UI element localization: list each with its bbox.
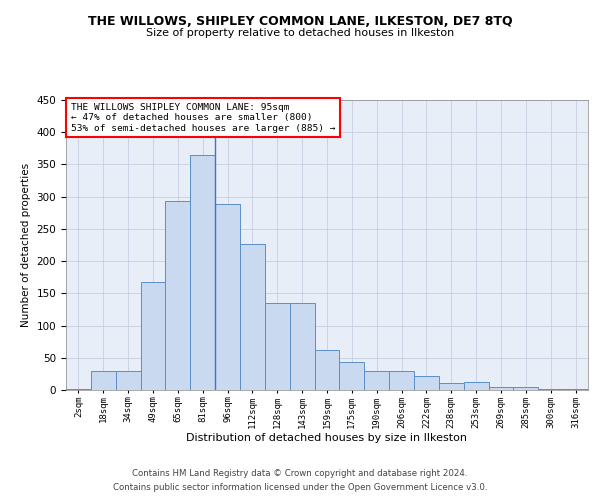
Bar <box>66 388 91 390</box>
Bar <box>389 370 414 390</box>
Bar <box>414 376 439 390</box>
Bar <box>91 372 116 390</box>
Bar <box>215 204 240 390</box>
Bar <box>538 388 563 390</box>
Text: Contains public sector information licensed under the Open Government Licence v3: Contains public sector information licen… <box>113 484 487 492</box>
Text: THE WILLOWS SHIPLEY COMMON LANE: 95sqm
← 47% of detached houses are smaller (800: THE WILLOWS SHIPLEY COMMON LANE: 95sqm ←… <box>71 103 336 132</box>
Bar <box>514 387 538 390</box>
Text: THE WILLOWS, SHIPLEY COMMON LANE, ILKESTON, DE7 8TQ: THE WILLOWS, SHIPLEY COMMON LANE, ILKEST… <box>88 15 512 28</box>
Bar <box>140 282 166 390</box>
Bar <box>240 244 265 390</box>
Bar <box>166 201 190 390</box>
Bar <box>488 387 514 390</box>
Y-axis label: Number of detached properties: Number of detached properties <box>21 163 31 327</box>
Bar <box>190 155 215 390</box>
Bar <box>464 382 488 390</box>
Text: Contains HM Land Registry data © Crown copyright and database right 2024.: Contains HM Land Registry data © Crown c… <box>132 468 468 477</box>
X-axis label: Distribution of detached houses by size in Ilkeston: Distribution of detached houses by size … <box>187 434 467 444</box>
Bar <box>364 370 389 390</box>
Bar <box>265 303 290 390</box>
Text: Size of property relative to detached houses in Ilkeston: Size of property relative to detached ho… <box>146 28 454 38</box>
Bar <box>340 362 364 390</box>
Bar <box>290 303 314 390</box>
Bar <box>314 350 340 390</box>
Bar <box>116 372 140 390</box>
Bar <box>439 383 464 390</box>
